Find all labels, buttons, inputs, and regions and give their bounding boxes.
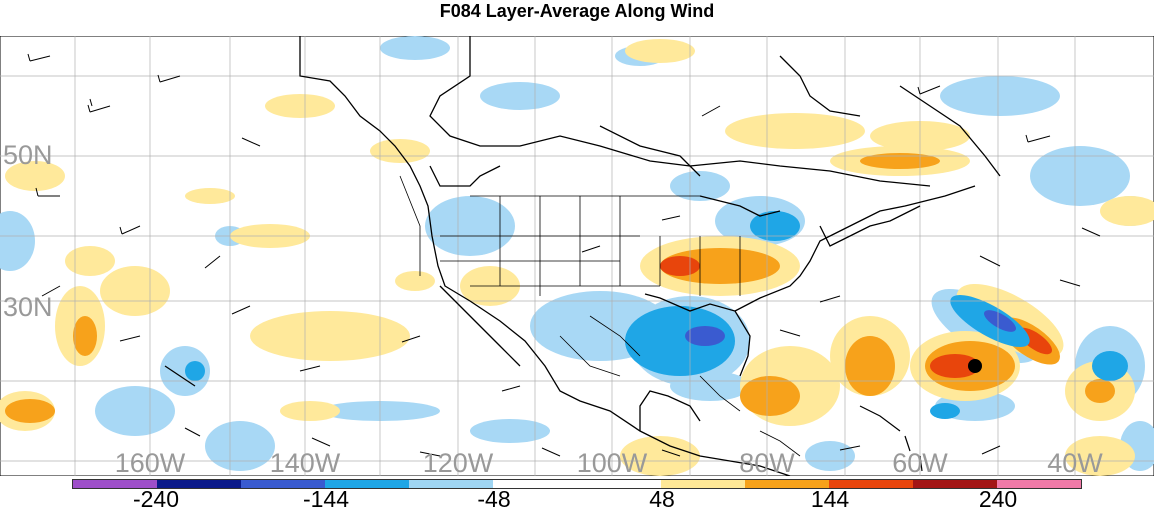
wind-barbs bbox=[27, 53, 1101, 457]
state-borders bbox=[399, 175, 801, 457]
colorbar bbox=[72, 479, 1082, 489]
colorbar-segment-7 bbox=[661, 480, 745, 488]
colorbar-segment-2 bbox=[241, 480, 325, 488]
lon-label-160w: 160W bbox=[115, 448, 186, 476]
islands bbox=[164, 365, 923, 472]
colorbar-segment-5 bbox=[493, 480, 577, 488]
colorbar-label-neg144: -144 bbox=[302, 486, 350, 512]
colorbar-segment-8 bbox=[745, 480, 829, 488]
colorbar-label-neg240: -240 bbox=[132, 486, 180, 512]
colorbar-segment-3 bbox=[325, 480, 409, 488]
colorbar-segment-4 bbox=[409, 480, 493, 488]
colorbar-segment-9 bbox=[829, 480, 913, 488]
lon-label-60w: 60W bbox=[892, 448, 948, 476]
lon-label-120w: 120W bbox=[423, 448, 494, 476]
colorbar-segment-6 bbox=[577, 480, 661, 488]
storm-center-marker bbox=[968, 359, 982, 373]
colorbar-label-240: 240 bbox=[978, 486, 1018, 512]
lat-label-50n: 50N bbox=[3, 140, 53, 170]
lat-label-30n: 30N bbox=[3, 292, 53, 322]
lon-label-80w: 80W bbox=[739, 448, 795, 476]
colorbar-segment-1 bbox=[157, 480, 241, 488]
colorbar-label-144: 144 bbox=[810, 486, 850, 512]
dark-blue-areas bbox=[185, 211, 1128, 419]
colorbar-segment-11 bbox=[997, 480, 1081, 488]
lat-lon-grid bbox=[0, 36, 1154, 476]
lon-label-100w: 100W bbox=[577, 448, 648, 476]
wind-map: 50N 30N 160W 140W 120W 100W 80W 60W 40W bbox=[0, 36, 1154, 476]
colorbar-label-neg48: -48 bbox=[477, 486, 511, 512]
colorbar-segment-0 bbox=[73, 480, 157, 488]
chart-title: F084 Layer-Average Along Wind bbox=[439, 1, 715, 21]
coastlines bbox=[299, 36, 1001, 476]
lon-label-40w: 40W bbox=[1047, 448, 1103, 476]
colorbar-segment-10 bbox=[913, 480, 997, 488]
lon-label-140w: 140W bbox=[270, 448, 341, 476]
colorbar-label-48: 48 bbox=[649, 486, 675, 512]
